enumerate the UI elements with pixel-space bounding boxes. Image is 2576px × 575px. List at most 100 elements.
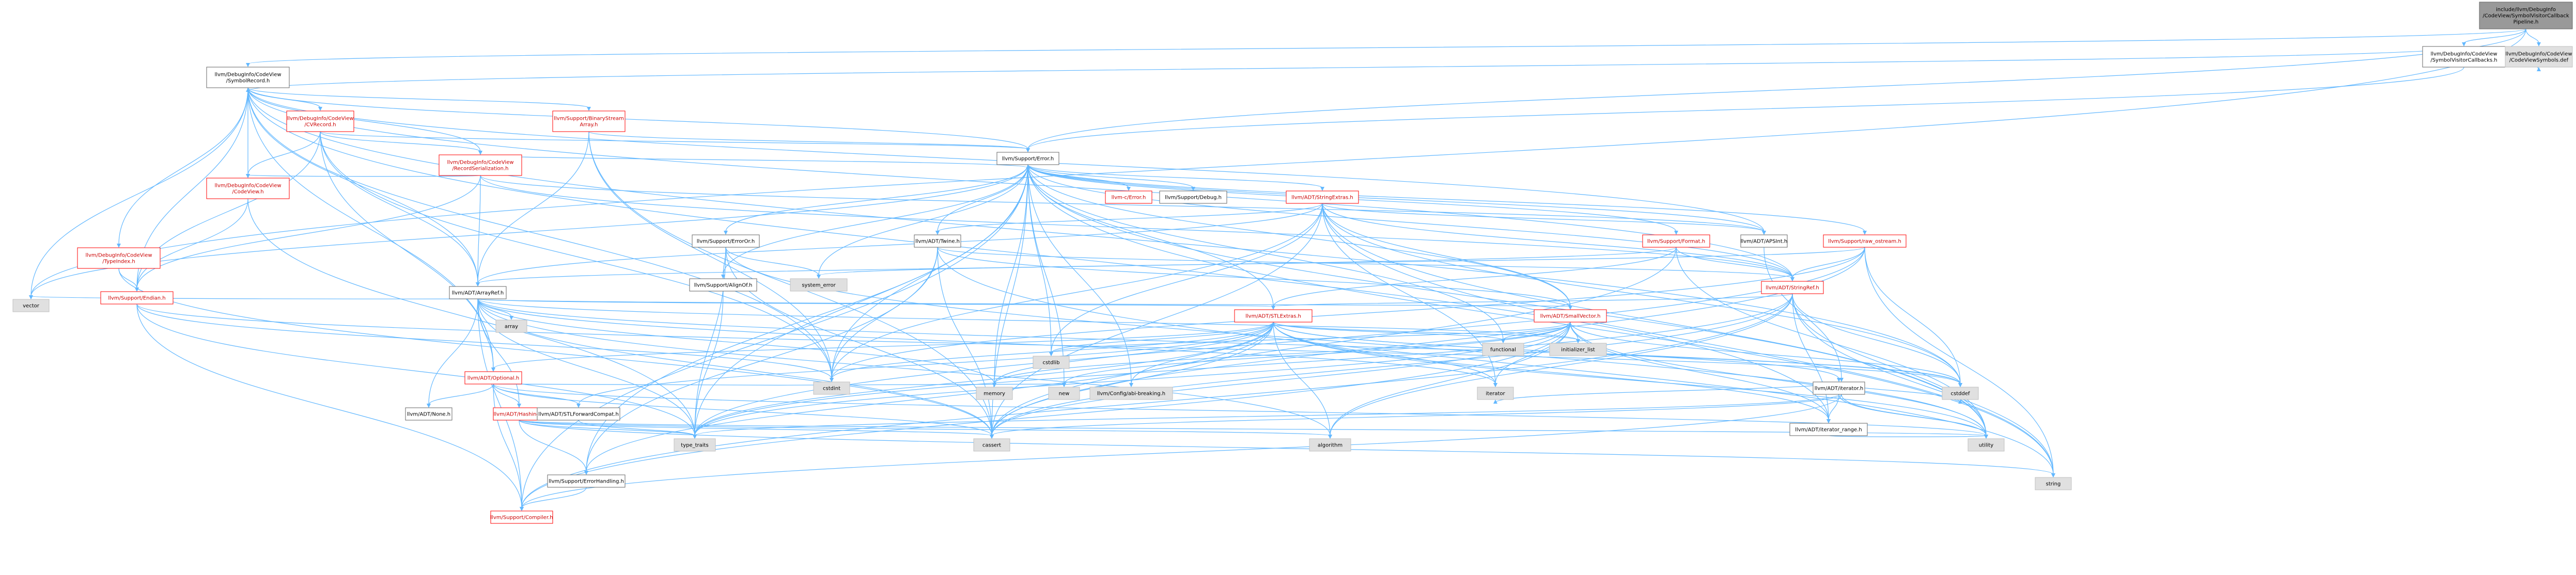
edge-arrow-iterator-iteratorsys xyxy=(1493,400,1497,404)
node-compiler[interactable]: llvm/Support/Compiler.h xyxy=(490,510,553,524)
node-box-svc xyxy=(2422,46,2506,68)
edge-error-vector xyxy=(30,164,1028,297)
edge-optional-hashing xyxy=(493,384,520,405)
edge-format-cassert xyxy=(991,247,1677,436)
node-box-typetraits xyxy=(674,438,716,452)
edge-arrayref-algorithm xyxy=(477,298,1331,436)
node-recser[interactable]: llvm/DebugInfo/CodeView/RecordSerializat… xyxy=(439,154,522,176)
edge-root-cvsymdef xyxy=(2525,28,2539,44)
node-box-recser xyxy=(439,154,522,176)
edge-arrow-typeidx-endian xyxy=(135,288,139,292)
node-root[interactable]: include/llvm/DebugInfo/CodeView/SymbolVi… xyxy=(2479,2,2573,29)
node-svc[interactable]: llvm/DebugInfo/CodeView/SymbolVisitorCal… xyxy=(2422,46,2506,68)
edge-hashing-cassert xyxy=(519,420,992,436)
edge-stlextras-functional xyxy=(1273,322,1504,341)
node-arrayref[interactable]: llvm/ADT/ArrayRef.h xyxy=(449,286,507,299)
node-stlfwd[interactable]: llvm/ADT/STLForwardCompat.h xyxy=(537,407,620,421)
node-iterator[interactable]: llvm/ADT/iterator.h xyxy=(1813,381,1865,395)
node-format[interactable]: llvm/Support/Format.h xyxy=(1642,234,1710,248)
node-stlextras[interactable]: llvm/ADT/STLExtras.h xyxy=(1234,309,1313,323)
node-debug[interactable]: llvm/Support/Debug.h xyxy=(1159,190,1227,204)
nodes-layer: include/llvm/DebugInfo/CodeView/SymbolVi… xyxy=(12,2,2573,524)
edge-error-twine xyxy=(937,164,1028,232)
node-twine[interactable]: llvm/ADT/Twine.h xyxy=(914,234,961,248)
edge-smallvector-memory xyxy=(994,322,1571,385)
node-typeidx[interactable]: llvm/DebugInfo/CodeView/TypeIndex.h xyxy=(77,247,161,269)
edge-symrec-stringref xyxy=(247,87,1793,279)
node-stringref[interactable]: llvm/ADT/StringRef.h xyxy=(1761,281,1824,294)
node-label-root-1: /CodeView/SymbolVisitorCallback xyxy=(2483,13,2569,19)
node-endian[interactable]: llvm/Support/Endian.h xyxy=(100,291,174,305)
edge-arrow-error-llvmcerror xyxy=(1127,187,1131,191)
node-label-stringextras-0: llvm/ADT/StringExtras.h xyxy=(1291,195,1353,201)
node-box-none xyxy=(405,407,452,421)
edge-stringextras-apsint xyxy=(1322,203,1765,232)
edge-optional-compiler xyxy=(493,384,522,508)
edge-symrec-vector xyxy=(30,87,248,297)
edge-arrow-stringref-string xyxy=(2051,473,2055,477)
node-box-cvrec xyxy=(286,110,354,132)
node-errorhandling[interactable]: llvm/Support/ErrorHandling.h xyxy=(547,474,626,488)
node-box-functional xyxy=(1482,343,1524,356)
node-optional[interactable]: llvm/ADT/Optional.h xyxy=(464,371,522,385)
edge-error-smallvector xyxy=(1027,164,1571,307)
edge-root-symrec xyxy=(247,28,2526,65)
node-label-cvrec-0: llvm/DebugInfo/CodeView xyxy=(287,116,353,122)
node-box-erroror xyxy=(692,234,760,248)
edges-layer xyxy=(29,28,2541,511)
node-symrec[interactable]: llvm/DebugInfo/CodeView/SymbolRecord.h xyxy=(206,67,290,88)
edge-stlextras-typetraits xyxy=(694,322,1274,436)
node-cvrec[interactable]: llvm/DebugInfo/CodeView/CVRecord.h xyxy=(286,110,354,132)
edge-arrow-optional-hashing xyxy=(517,404,521,408)
edge-bsa-error xyxy=(588,131,1028,150)
edge-arrow-error-erroror xyxy=(724,231,728,235)
node-box-iterrange xyxy=(1789,423,1868,436)
node-alignof[interactable]: llvm/Support/AlignOf.h xyxy=(689,278,757,292)
edge-bsa-cstdint xyxy=(588,131,832,379)
node-memory: memory xyxy=(976,387,1013,400)
edge-cvrec-endian xyxy=(136,131,321,289)
node-stringextras[interactable]: llvm/ADT/StringExtras.h xyxy=(1286,190,1359,204)
node-label-algorithm-0: algorithm xyxy=(1318,443,1342,449)
edge-hashing-errorhandling xyxy=(519,420,587,472)
node-rawostream[interactable]: llvm/Support/raw_ostream.h xyxy=(1823,234,1907,248)
node-erroror[interactable]: llvm/Support/ErrorOr.h xyxy=(692,234,760,248)
edge-optional-none xyxy=(428,384,494,405)
node-label-bsa-0: llvm/Support/BinaryStream xyxy=(554,116,624,122)
edge-rawostream-cstddef xyxy=(1864,247,1961,385)
node-label-cassert-0: cassert xyxy=(982,443,1001,449)
node-apsint[interactable]: llvm/ADT/APSInt.h xyxy=(1740,234,1788,248)
edge-arrow-iterator-iterrange xyxy=(1826,419,1831,423)
edge-cvrec-codeview xyxy=(247,131,321,175)
edge-arrow-cvrec-recser xyxy=(478,151,482,155)
edge-smallvector-cassert xyxy=(991,322,1571,436)
edge-smallvector-functional xyxy=(1503,322,1571,341)
edge-errorhandling-compiler xyxy=(521,487,587,508)
edge-arrayref-smallvector xyxy=(477,298,1571,307)
node-box-rawostream xyxy=(1823,234,1907,248)
node-label-svc-0: llvm/DebugInfo/CodeView xyxy=(2430,52,2497,57)
edge-alignof-typetraits xyxy=(694,291,724,436)
node-none[interactable]: llvm/ADT/None.h xyxy=(405,407,452,421)
edge-optional-utility xyxy=(493,384,1987,436)
edge-stlextras-memory xyxy=(994,322,1274,385)
node-box-error xyxy=(996,152,1059,165)
node-smallvector[interactable]: llvm/ADT/SmallVector.h xyxy=(1534,309,1607,323)
edge-stringextras-stringref xyxy=(1322,203,1793,279)
edge-arrow-rawostream-stringref xyxy=(1790,277,1794,281)
edge-stringextras-cstdlib xyxy=(1051,203,1323,354)
edge-arrow-bsa-error xyxy=(1026,148,1030,152)
node-iterrange[interactable]: llvm/ADT/iterator_range.h xyxy=(1789,423,1868,436)
edge-recser-endian xyxy=(136,175,481,289)
node-label-root-0: include/llvm/DebugInfo xyxy=(2496,7,2556,13)
node-label-error-0: llvm/Support/Error.h xyxy=(1002,156,1054,162)
node-label-systemerror-0: system_error xyxy=(802,283,836,289)
edge-endian-cstdint xyxy=(136,304,832,379)
node-label-root-2: Pipeline.h xyxy=(2513,20,2539,25)
edge-typeidx-endian xyxy=(118,268,137,289)
node-codeview[interactable]: llvm/DebugInfo/CodeView/CodeView.h xyxy=(206,178,290,199)
node-error[interactable]: llvm/Support/Error.h xyxy=(996,152,1059,165)
node-llvmcerror[interactable]: llvm-c/Error.h xyxy=(1105,190,1152,204)
edge-stringextras-iteratorsys xyxy=(1322,203,1496,385)
